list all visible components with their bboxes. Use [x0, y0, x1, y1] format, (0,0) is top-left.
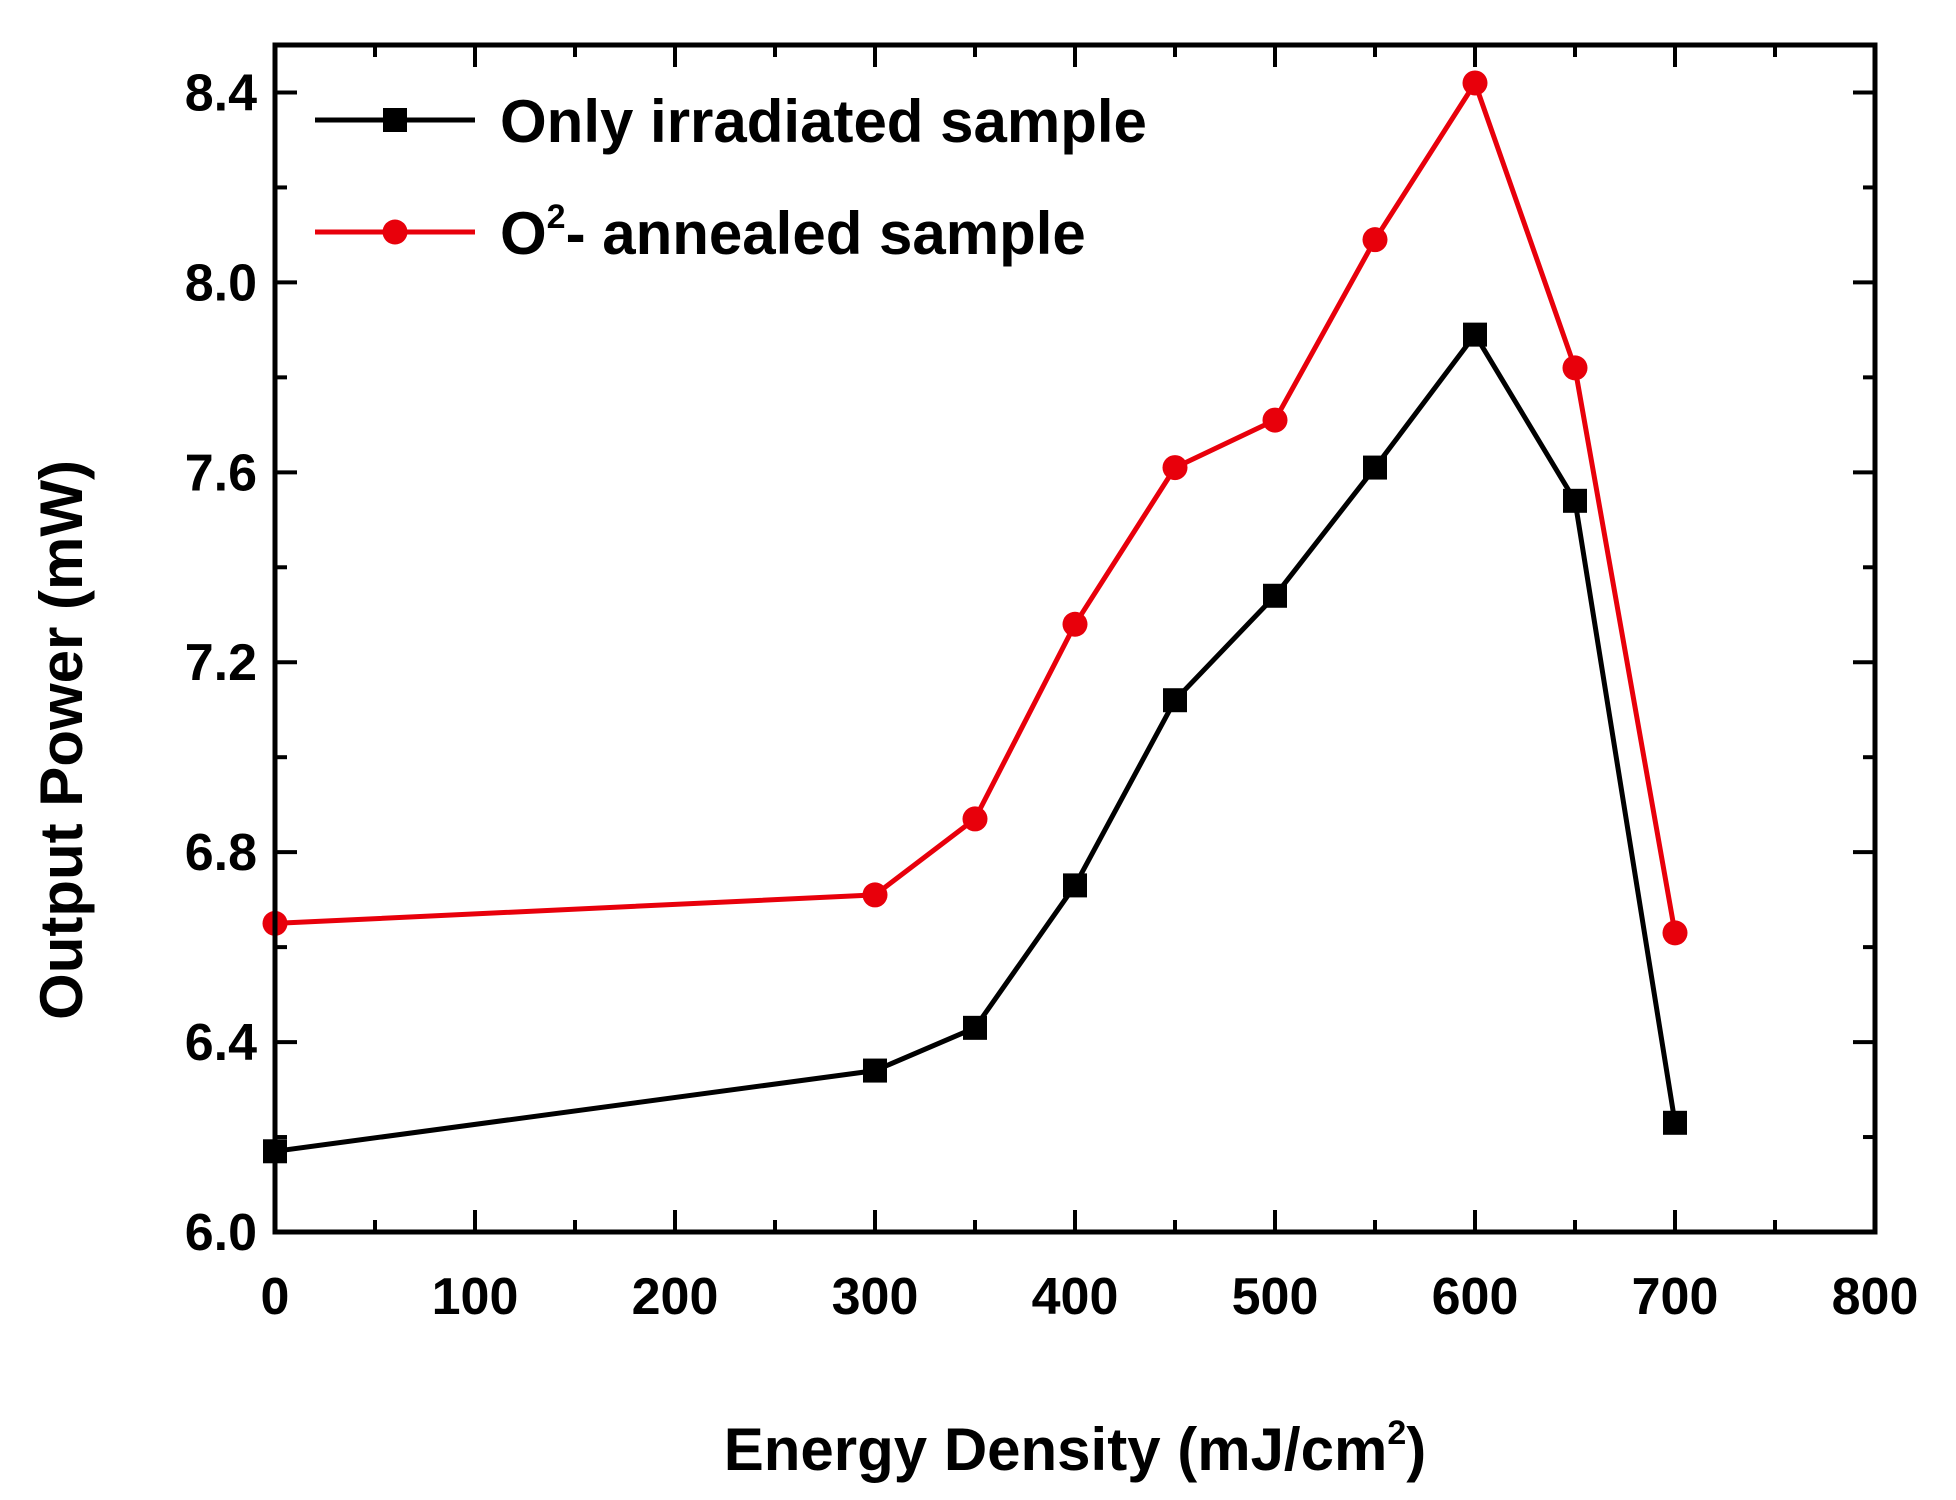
y-tick-label: 6.0: [185, 1204, 257, 1262]
y-tick-label: 6.4: [185, 1014, 257, 1072]
series-1-point: [1163, 688, 1187, 713]
series-1-point: [1663, 1110, 1687, 1135]
legend-label-2: O2- annealed sample: [500, 198, 1086, 267]
x-axis-title-sup: 2: [1387, 1414, 1406, 1452]
series-1-point: [1563, 488, 1587, 513]
y-tick-label: 8.4: [185, 64, 257, 122]
series-layer: [262, 70, 1688, 1164]
x-tick-label: 700: [1632, 1268, 1719, 1326]
series-2-point: [862, 882, 888, 908]
series-2-point: [1262, 407, 1288, 433]
x-tick-label: 500: [1232, 1268, 1319, 1326]
x-tick-label: 600: [1432, 1268, 1519, 1326]
series-1-point: [1463, 322, 1487, 347]
series-line-1: [274, 332, 1678, 1154]
x-tick-label: 100: [432, 1268, 519, 1326]
series-2-point: [962, 806, 988, 832]
x-tick-label: 800: [1832, 1268, 1919, 1326]
x-axis-title-main: Energy Density (mJ/cm: [724, 1416, 1388, 1483]
x-tick-label: 200: [632, 1268, 719, 1326]
series-2-point: [1562, 355, 1588, 381]
legend: Only irradiated sample O2- annealed sampl…: [315, 88, 1147, 267]
series-1-point: [863, 1058, 887, 1083]
legend-marker-2: [382, 219, 408, 245]
x-axis-title-tail: ): [1406, 1416, 1426, 1483]
y-tick-label: 7.2: [185, 634, 257, 692]
y-tick-label: 7.6: [185, 444, 257, 502]
series-2-point: [1462, 70, 1488, 96]
x-tick-label: 300: [832, 1268, 919, 1326]
series-1-point: [1263, 583, 1287, 608]
ticks-layer: 0 100 200 300 400 500 600 700 800 6.0 6.4 6.8 7.2 7.6…: [185, 45, 1919, 1326]
series-2-point: [1662, 920, 1688, 946]
y-tick-label: 6.8: [185, 824, 257, 882]
x-tick-label: 0: [261, 1268, 290, 1326]
series-1-point: [1363, 455, 1387, 480]
legend-marker-1: [383, 108, 407, 132]
x-tick-label: 400: [1032, 1268, 1119, 1326]
series-1-point: [963, 1015, 987, 1040]
series-line-2: [274, 80, 1678, 934]
x-axis-title: Energy Density (mJ/cm2): [724, 1414, 1426, 1483]
series-1-point: [1063, 873, 1087, 898]
series-2-point: [1362, 227, 1388, 253]
plot-frame: [272, 42, 1878, 1235]
legend-label-1: Only irradiated sample: [500, 88, 1147, 155]
series-2-point: [1062, 611, 1088, 637]
series-2-point: [1162, 455, 1188, 481]
y-tick-label: 8.0: [185, 254, 257, 312]
y-axis-title: Output Power (mW): [28, 460, 95, 1020]
